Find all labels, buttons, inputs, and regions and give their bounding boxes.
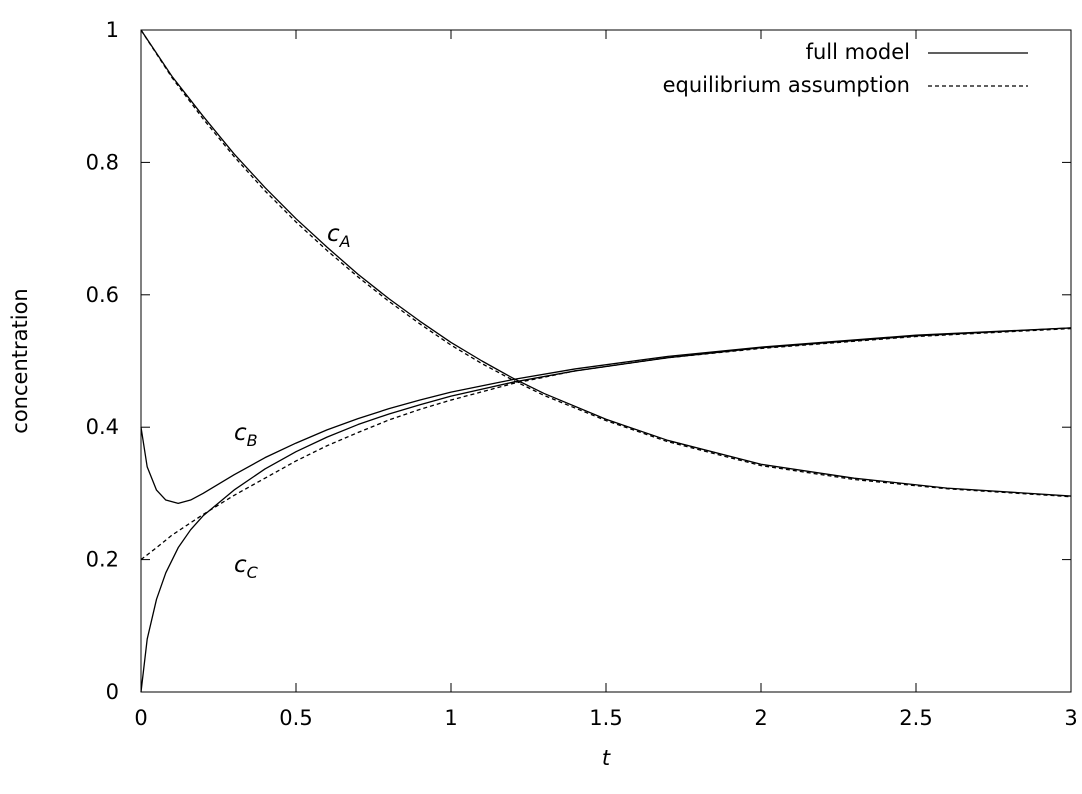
series-line-cB-solid: [140, 327, 1072, 504]
curves-layer: [140, 29, 1072, 693]
x-tick-label: 3: [1064, 706, 1077, 730]
y-tick-label: 0: [106, 680, 119, 704]
curve-label-cA: cA: [327, 221, 351, 251]
curve-label-cB: cB: [234, 420, 258, 450]
x-tick-label: 0: [134, 706, 147, 730]
curve-label-subscript: C: [247, 563, 259, 582]
x-tick-label: 2: [754, 706, 767, 730]
curve-label-base: c: [327, 221, 340, 247]
y-axis-title: concentration: [8, 288, 32, 433]
y-tick-label: 0.4: [86, 415, 119, 439]
legend: full model equilibrium assumption: [663, 40, 1028, 97]
y-tick-label: 0.8: [86, 150, 119, 174]
plot-frame: [140, 29, 1072, 693]
x-axis-title: t: [602, 746, 611, 770]
legend-label: full model: [806, 40, 910, 64]
series-line-cC-solid: [140, 327, 1072, 693]
y-tick-label: 0.6: [86, 283, 119, 307]
y-tick-label: 0.2: [86, 548, 119, 572]
x-tick-label: 0.5: [279, 706, 312, 730]
x-tick-label: 2.5: [899, 706, 932, 730]
legend-label: equilibrium assumption: [663, 73, 910, 97]
x-tick-label: 1.5: [589, 706, 622, 730]
ticks-layer: 0 0.5 1 1.5 2 2.5 3 0 0.2 0.4 0.6 0.8 1: [86, 18, 1078, 730]
series-line-cB-cC-dashed: [140, 327, 1072, 561]
x-tick-label: 1: [444, 706, 457, 730]
curve-label-cC: cC: [234, 552, 259, 582]
curve-label-base: c: [234, 420, 247, 446]
series-line-cA-dashed: [140, 29, 1072, 498]
y-tick-label: 1: [106, 18, 119, 42]
curve-label-subscript: B: [247, 431, 258, 450]
curve-label-subscript: A: [339, 232, 351, 251]
series-line-cA-solid: [140, 29, 1072, 497]
curve-label-base: c: [234, 552, 247, 578]
